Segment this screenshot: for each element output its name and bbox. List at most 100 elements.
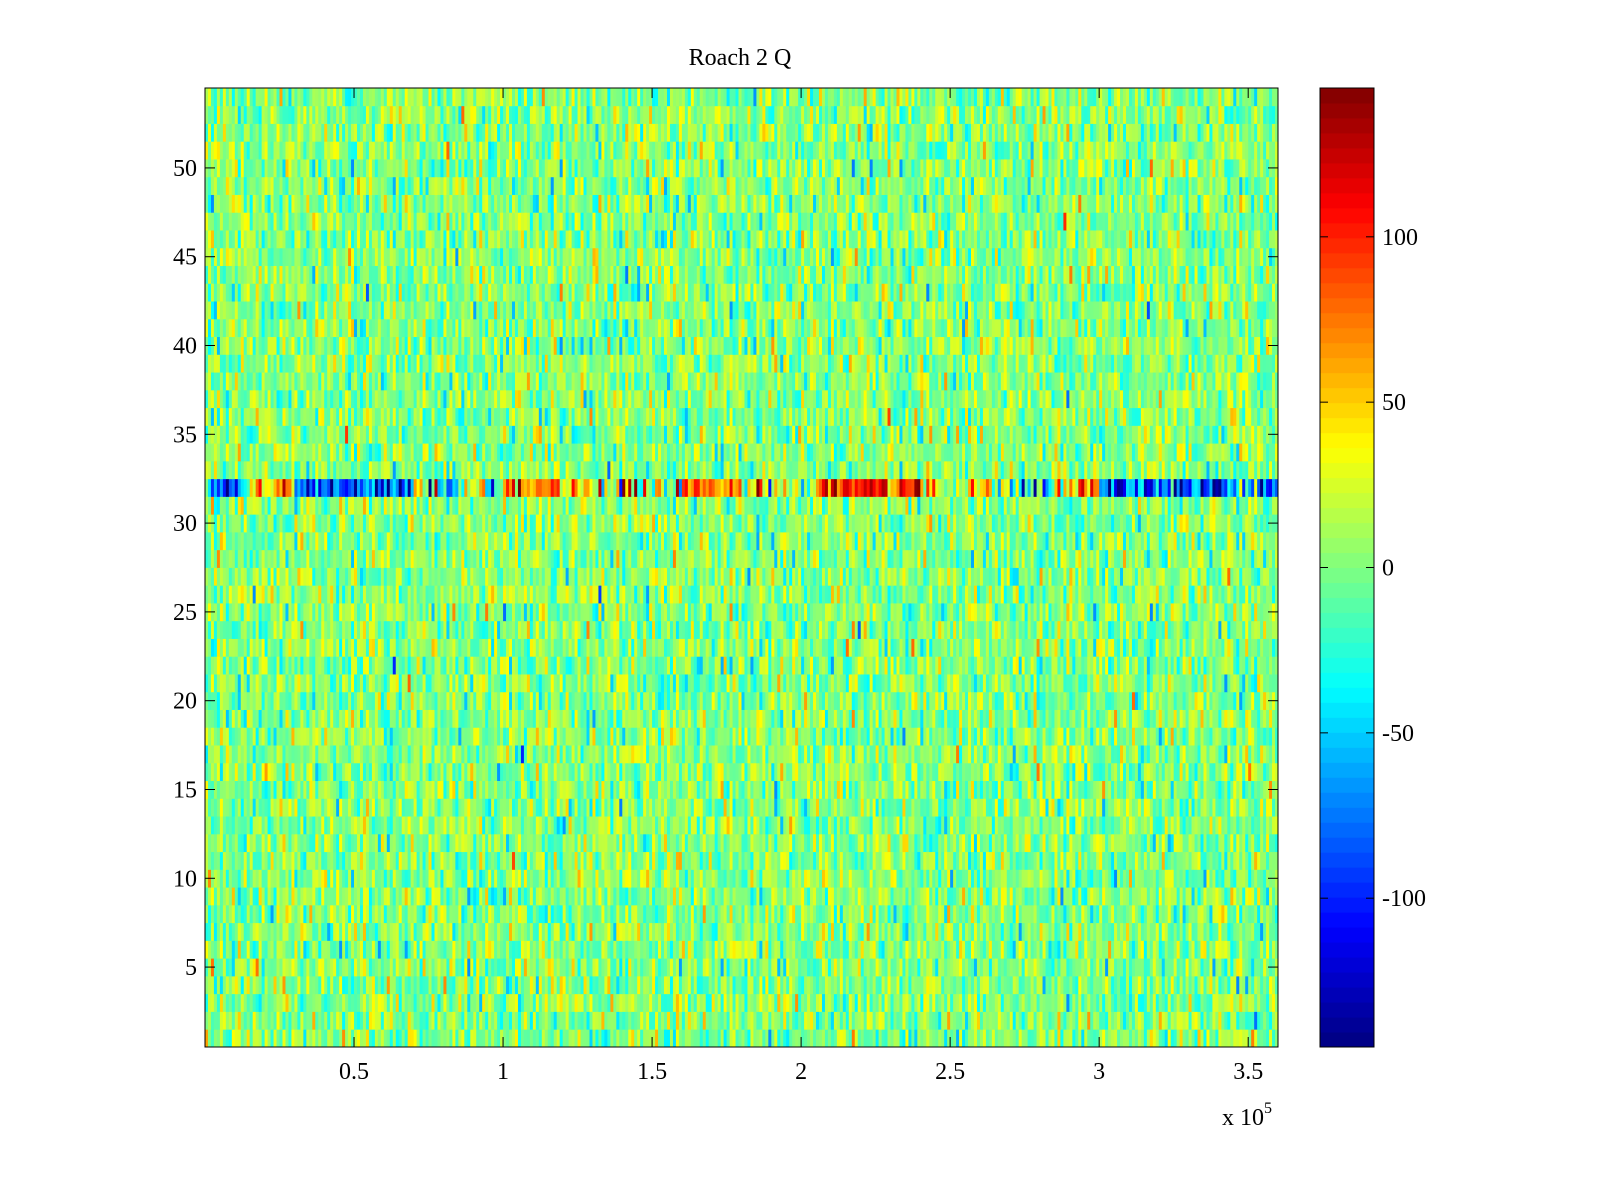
heatmap-cell [446,816,450,835]
heatmap-cell [705,940,710,959]
heatmap-cell [559,851,564,870]
heatmap-cell [1149,869,1154,888]
heatmap-cell [1218,958,1222,977]
heatmap-cell [950,833,954,853]
heatmap-cell [783,869,787,888]
heatmap-cell [562,904,567,924]
heatmap-cell [857,887,862,906]
heatmap-cell [595,869,599,888]
heatmap-cell [222,798,227,817]
heatmap-cell [458,958,462,977]
heatmap-cell [631,958,635,977]
heatmap-cell [816,904,820,924]
heatmap-cell [917,851,921,870]
heatmap-cell [592,869,596,888]
heatmap-cell [362,958,367,977]
heatmap-cell [836,851,841,870]
heatmap-cell [589,816,593,835]
heatmap-cell [315,887,319,906]
heatmap-cell [759,940,763,959]
heatmap-cell [723,798,727,817]
heatmap-cell [816,833,820,853]
heatmap-cell [324,922,328,941]
heatmap-cell [1105,904,1109,924]
heatmap-cell [535,958,540,977]
heatmap-cell [1149,975,1154,995]
heatmap-cell [786,1029,790,1048]
heatmap-cell [219,940,224,959]
heatmap-cell [947,975,951,995]
heatmap-cell [207,1029,212,1048]
heatmap-cell [562,833,567,853]
heatmap-cell [768,869,772,888]
heatmap-cell [479,869,483,888]
heatmap-cell [705,904,710,924]
heatmap-cell [836,869,841,888]
heatmap-cell [571,869,575,888]
heatmap-cell [619,851,623,870]
heatmap-cell [810,798,814,817]
heatmap-cell [249,904,254,924]
heatmap-cell [1123,833,1127,853]
heatmap-cell [392,887,397,906]
heatmap-cell [1125,1029,1130,1048]
heatmap-cell [1167,816,1172,835]
heatmap-cell [628,904,632,924]
heatmap-cell [1242,993,1246,1012]
heatmap-cell [437,940,441,959]
heatmap-cell [285,833,289,853]
heatmap-cell [407,1011,412,1030]
heatmap-cell [1054,1011,1058,1030]
heatmap-cell [845,922,850,941]
heatmap-cell [857,869,862,888]
heatmap-cell [962,833,966,853]
heatmap-cell [625,851,629,870]
heatmap-cell [714,940,719,959]
heatmap-cell [899,833,903,853]
heatmap-cell [979,1011,984,1030]
heatmap-cell [619,975,623,995]
heatmap-cell [395,833,400,853]
heatmap-cell [771,922,775,941]
heatmap-cell [1137,940,1142,959]
heatmap-cell [669,851,674,870]
heatmap-cell [640,904,644,924]
heatmap-cell [404,922,409,941]
heatmap-cell [386,922,391,941]
heatmap-cell [541,851,546,870]
heatmap-cell [732,1011,736,1030]
heatmap-cell [362,798,367,817]
heatmap-cell [717,940,722,959]
heatmap-cell [413,887,418,906]
heatmap-cell [1158,887,1163,906]
heatmap-cell [1084,922,1088,941]
heatmap-cell [681,869,686,888]
heatmap-cell [649,887,653,906]
heatmap-cell [1000,958,1005,977]
heatmap-cell [887,798,891,817]
heatmap-cell [473,887,477,906]
heatmap-cell [544,816,549,835]
heatmap-cell [345,993,349,1012]
heatmap-cell [726,993,730,1012]
heatmap-cell [914,904,918,924]
heatmap-cell [714,993,719,1012]
heatmap-cell [944,887,948,906]
heatmap-cell [452,975,456,995]
heatmap-cell [491,1029,495,1048]
heatmap-cell [377,869,382,888]
heatmap-cell [359,798,364,817]
heatmap-cell [813,940,817,959]
heatmap-cell [222,816,227,835]
heatmap-cell [601,869,605,888]
heatmap-cell [911,904,915,924]
heatmap-cell [863,851,868,870]
heatmap-cell [213,833,218,853]
heatmap-cell [804,993,808,1012]
heatmap-cell [1155,869,1160,888]
heatmap-cell [965,1011,969,1030]
heatmap-cell [380,833,385,853]
heatmap-cell [979,940,984,959]
heatmap-cell [598,904,602,924]
heatmap-cell [380,798,385,817]
